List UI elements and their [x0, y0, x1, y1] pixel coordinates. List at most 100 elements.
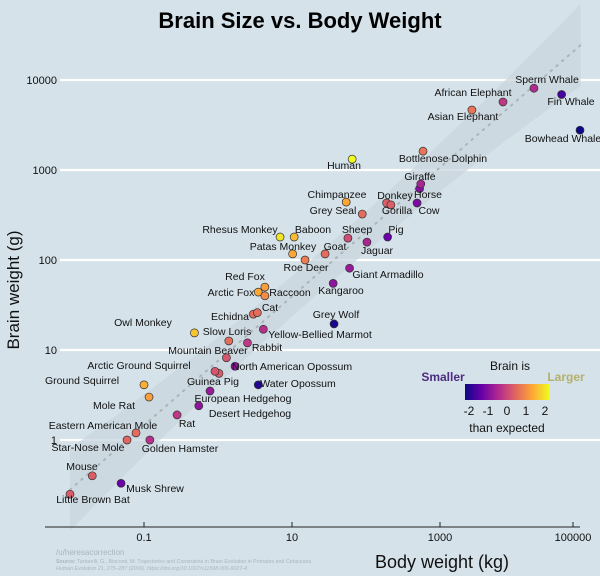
label-mountain-beaver: Mountain Beaver — [168, 345, 248, 357]
label-mole-rat: Mole Rat — [93, 400, 135, 412]
point-raccoon — [260, 291, 270, 301]
label-pig: Pig — [388, 224, 403, 236]
point-giant-armadillo — [345, 263, 354, 273]
point-sperm-whale — [529, 83, 539, 93]
x-axis: 0.1 10 1000 100000 — [45, 522, 591, 544]
point-goat — [320, 249, 330, 259]
point-labels: Little Brown Bat Mouse Musk Shrew Star-Nose… — [45, 74, 600, 506]
point-little-brown-bat — [65, 489, 75, 499]
point-human — [347, 154, 357, 164]
label-ground-squirrel: Ground Squirrel — [45, 375, 119, 387]
label-donkey: Donkey — [377, 190, 413, 202]
source-label: Source: — [56, 559, 76, 565]
point-mountain-beaver — [222, 353, 231, 363]
point-mouse — [87, 471, 97, 481]
point-grey-seal — [357, 209, 367, 219]
point-roe-deer — [300, 255, 310, 265]
point-mole-rat — [144, 392, 154, 402]
label-desert-hedgehog: Desert Hedgehog — [209, 408, 291, 420]
label-sperm-whale: Sperm Whale — [515, 74, 579, 86]
label-musk-shrew: Musk Shrew — [126, 483, 184, 495]
label-gorilla: Gorilla — [382, 205, 413, 217]
y-tick-label: 100 — [39, 255, 57, 267]
point-asian-elephant — [467, 105, 477, 115]
label-cat: Cat — [262, 302, 278, 314]
source-citation: Tartarelli, G., Bisconti, M. Trajectorie… — [77, 559, 313, 565]
label-eastern-american-mole: Eastern American Mole — [49, 420, 158, 432]
label-red-fox: Red Fox — [225, 271, 265, 283]
label-african-elephant: African Elephant — [434, 87, 511, 99]
point-arctic-ground-squirrel — [210, 366, 220, 376]
label-grey-seal: Grey Seal — [310, 205, 357, 217]
x-tick-label: 1000 — [428, 532, 452, 544]
label-european-hedgehog: European Hedgehog — [195, 393, 292, 405]
colorbar-tick-label: 2 — [542, 404, 549, 418]
point-north-american-opossum — [230, 361, 240, 371]
point-water-opossum — [253, 380, 263, 390]
label-kangaroo: Kangaroo — [318, 285, 364, 297]
point-patas-monkey — [288, 249, 297, 259]
point-ground-squirrel — [139, 380, 149, 390]
label-grey-wolf: Grey Wolf — [313, 309, 360, 321]
y-tick-label: 10000 — [26, 75, 57, 87]
label-asian-elephant: Asian Elephant — [428, 111, 499, 123]
label-chimpanzee: Chimpanzee — [308, 189, 367, 201]
point-eastern-american-mole — [131, 428, 141, 438]
colorbar-title: Brain is — [490, 359, 530, 373]
label-bowhead-whale: Bowhead Whale — [525, 133, 600, 145]
point-fin-whale — [557, 90, 566, 99]
colorbar-tick-label: 1 — [523, 404, 530, 418]
point-rhesus-monkey — [275, 232, 285, 242]
label-baboon: Baboon — [295, 224, 331, 236]
label-jaguar: Jaguar — [361, 245, 394, 257]
point-musk-shrew — [116, 478, 126, 488]
label-golden-hamster: Golden Hamster — [142, 443, 219, 455]
point-cow — [412, 198, 422, 208]
label-little-brown-bat: Little Brown Bat — [56, 494, 130, 506]
point-owl-monkey — [190, 328, 199, 338]
label-yellow-bellied-marmot: Yellow-Bellied Marmot — [268, 329, 372, 341]
point-chimpanzee — [341, 197, 351, 207]
label-raccoon: Raccoon — [269, 287, 311, 299]
label-star-nose-mole: Star-Nose Mole — [52, 442, 125, 454]
label-roe-deer: Roe Deer — [284, 262, 329, 274]
label-bottlenose-dolphin: Bottlenose Dolphin — [399, 153, 487, 165]
label-mouse: Mouse — [66, 461, 98, 473]
colorbar-tick-label: -2 — [464, 404, 475, 418]
label-rabbit: Rabbit — [252, 342, 282, 354]
trend-line — [69, 44, 582, 491]
point-arctic-fox — [253, 287, 263, 297]
colorbar-low-label: Smaller — [421, 370, 465, 384]
label-arctic-ground-squirrel: Arctic Ground Squirrel — [87, 360, 190, 372]
point-rat — [172, 410, 182, 420]
point-yellow-bellied-marmot — [258, 324, 268, 334]
y-tick-label: 10 — [45, 345, 57, 357]
chart-title: Brain Size vs. Body Weight — [158, 8, 442, 33]
label-sheep: Sheep — [342, 224, 373, 236]
label-goat: Goat — [324, 241, 347, 253]
point-baboon — [289, 232, 299, 242]
point-jaguar — [362, 237, 372, 247]
y-axis-label: Brain weight (g) — [4, 230, 23, 349]
label-arctic-fox: Arctic Fox — [208, 287, 255, 299]
label-rhesus-monkey: Rhesus Monkey — [202, 224, 278, 236]
label-slow-loris: Slow Loris — [203, 326, 251, 338]
data-points — [65, 83, 585, 499]
label-giant-armadillo: Giant Armadillo — [352, 269, 423, 281]
point-golden-hamster — [145, 435, 155, 445]
colorbar-tick-label: 0 — [504, 404, 511, 418]
colorbar-ticks: -2 -1 0 1 2 — [464, 404, 549, 418]
point-giraffe — [416, 179, 426, 189]
label-echidna: Echidna — [211, 311, 249, 323]
point-bottlenose-dolphin — [418, 146, 428, 156]
label-north-american-opossum: North American Opossum — [232, 361, 352, 373]
x-tick-label: 10 — [286, 532, 298, 544]
point-african-elephant — [498, 97, 508, 107]
confidence-band — [69, 3, 582, 531]
source-line-2: Human Evolution 21, 275–287 (2006). http… — [56, 566, 247, 572]
x-tick-label: 100000 — [555, 532, 592, 544]
label-human: Human — [327, 160, 361, 172]
point-gorilla — [386, 200, 396, 210]
label-owl-monkey: Owl Monkey — [114, 317, 173, 329]
